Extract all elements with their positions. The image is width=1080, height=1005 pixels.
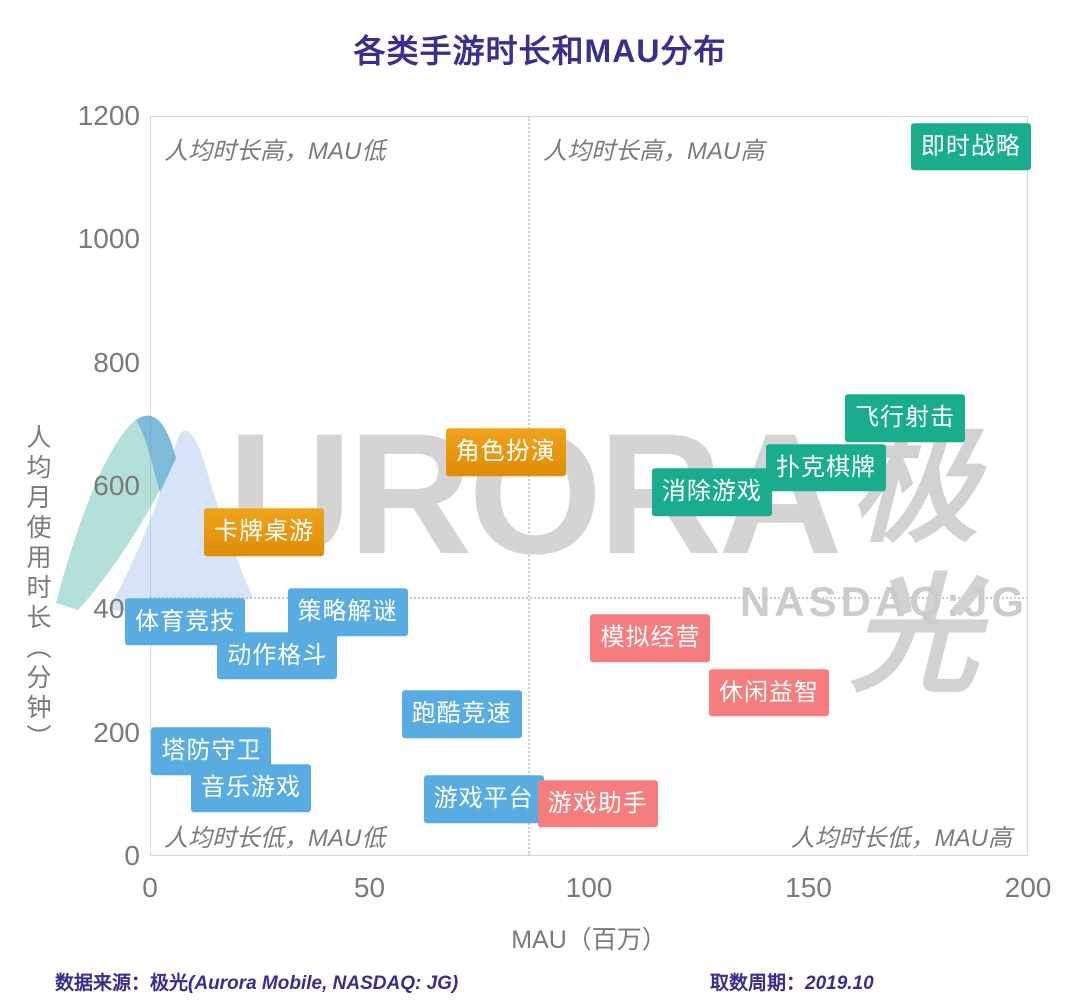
data-point-label: 即时战略 [910, 123, 1031, 171]
data-source-label: 数据来源：极光 [55, 973, 189, 994]
y-tick-label: 1200 [77, 100, 140, 131]
y-tick-label: 0 [124, 840, 140, 871]
y-tick-label: 200 [93, 716, 140, 748]
data-point-label: 游戏助手 [537, 779, 658, 828]
y-tick-label: 800 [93, 346, 140, 378]
data-point-label: 游戏平台 [423, 775, 544, 824]
data-point-label: 角色扮演 [445, 428, 566, 476]
x-tick-label: 50 [353, 872, 386, 903]
quadrant-divider-vertical [527, 116, 530, 856]
x-tick-label: 100 [565, 872, 613, 903]
x-axis-title: MAU（百万） [511, 926, 667, 954]
plot-area [150, 116, 1028, 856]
data-point-label: 卡牌桌游 [204, 508, 325, 557]
quadrant-label-top-right: 人均时长高，MAU高 [543, 138, 765, 165]
data-point-label: 策略解谜 [287, 588, 408, 637]
data-period-label: 取数周期： [710, 973, 806, 994]
data-point-label: 扑克棋牌 [766, 443, 887, 492]
data-source-latin: (Aurora Mobile, NASDAQ: JG) [188, 973, 459, 994]
data-point-label: 跑酷竞速 [401, 690, 522, 738]
data-point-label: 音乐游戏 [190, 764, 311, 812]
footer: 数据来源：极光(Aurora Mobile, NASDAQ: JG) 取数周期：… [0, 960, 1080, 1005]
chart-title: 各类手游时长和MAU分布 [353, 33, 727, 69]
y-tick-label: 400 [93, 593, 140, 625]
y-tick-label: 600 [93, 470, 140, 501]
quadrant-divider-horizontal [150, 597, 1028, 599]
data-point-label: 飞行射击 [845, 394, 966, 442]
x-tick-label: 150 [785, 872, 832, 903]
data-point-label: 动作格斗 [217, 631, 338, 680]
quadrant-label-bottom-right: 人均时长低，MAU高 [790, 825, 1012, 852]
data-period-value: 2019.10 [805, 973, 874, 994]
data-point-label: 模拟经营 [590, 614, 711, 663]
data-point-label: 休闲益智 [708, 668, 829, 717]
quadrant-label-bottom-left: 人均时长低，MAU低 [164, 825, 386, 852]
x-tick-label: 200 [1004, 872, 1052, 903]
data-source-note: 数据来源：极光(Aurora Mobile, NASDAQ: JG) [55, 968, 458, 995]
data-point-label: 消除游戏 [651, 468, 772, 516]
y-tick-label: 1000 [77, 223, 140, 255]
data-period-note: 取数周期：2019.10 [710, 968, 874, 995]
y-axis-title: 人均月使用时长（分钟） [23, 424, 51, 754]
x-tick-label: 0 [142, 872, 158, 903]
quadrant-label-top-left: 人均时长高，MAU低 [164, 138, 386, 165]
